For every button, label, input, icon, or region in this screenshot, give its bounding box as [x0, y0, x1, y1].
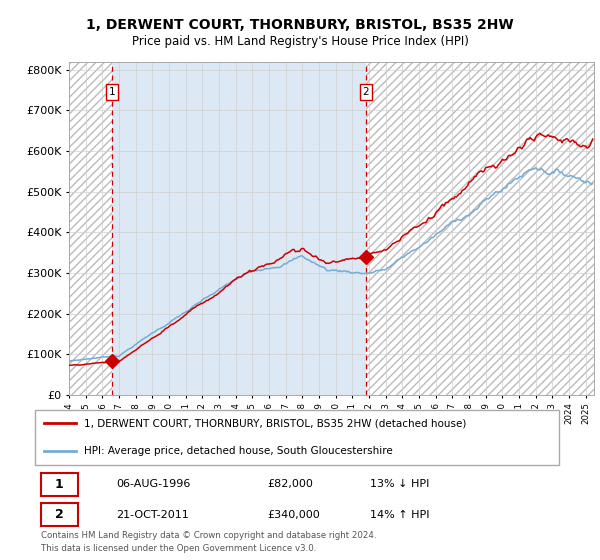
Text: £82,000: £82,000 — [268, 479, 313, 489]
FancyBboxPatch shape — [35, 409, 559, 465]
Bar — [365, 62, 594, 395]
Text: Contains HM Land Registry data © Crown copyright and database right 2024.
This d: Contains HM Land Registry data © Crown c… — [41, 531, 376, 553]
Text: 06-AUG-1996: 06-AUG-1996 — [116, 479, 191, 489]
Text: £340,000: £340,000 — [268, 510, 320, 520]
FancyBboxPatch shape — [41, 503, 77, 526]
Text: Price paid vs. HM Land Registry's House Price Index (HPI): Price paid vs. HM Land Registry's House … — [131, 35, 469, 49]
Text: 1: 1 — [109, 87, 115, 97]
FancyBboxPatch shape — [41, 473, 77, 496]
Bar — [112, 62, 365, 395]
Text: 2: 2 — [55, 508, 64, 521]
Text: 1, DERWENT COURT, THORNBURY, BRISTOL, BS35 2HW (detached house): 1, DERWENT COURT, THORNBURY, BRISTOL, BS… — [84, 418, 466, 428]
Text: 14% ↑ HPI: 14% ↑ HPI — [370, 510, 430, 520]
Text: 13% ↓ HPI: 13% ↓ HPI — [370, 479, 430, 489]
Text: 1: 1 — [55, 478, 64, 491]
Text: 21-OCT-2011: 21-OCT-2011 — [116, 510, 189, 520]
Text: 1, DERWENT COURT, THORNBURY, BRISTOL, BS35 2HW: 1, DERWENT COURT, THORNBURY, BRISTOL, BS… — [86, 18, 514, 32]
Bar — [69, 62, 112, 395]
Text: HPI: Average price, detached house, South Gloucestershire: HPI: Average price, detached house, Sout… — [84, 446, 393, 456]
Text: 2: 2 — [362, 87, 369, 97]
